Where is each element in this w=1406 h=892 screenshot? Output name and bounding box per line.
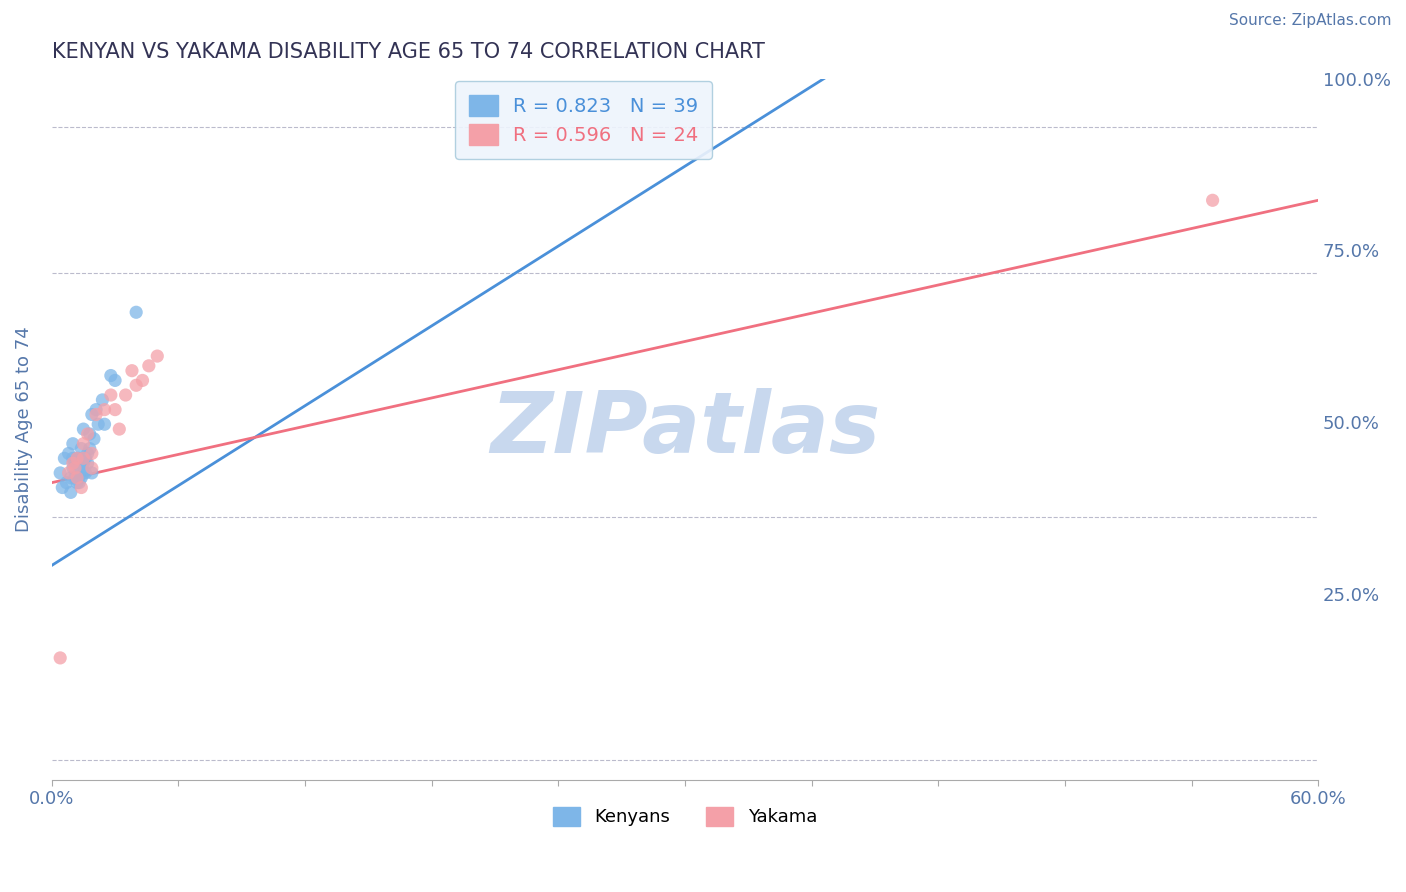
Point: [104, 402, 127, 417]
Point: [76, 427, 98, 442]
Point: [84, 402, 107, 417]
Point: [62, 456, 84, 470]
Point: [80, 461, 103, 475]
Point: [76, 456, 98, 470]
Point: [63, 471, 86, 485]
Point: [62, 451, 84, 466]
Point: [70, 481, 93, 495]
Point: [72, 466, 94, 480]
Point: [79, 442, 101, 456]
Point: [67, 475, 90, 490]
Text: ZIPatlas: ZIPatlas: [489, 388, 880, 471]
Point: [1201, 194, 1223, 208]
Text: KENYAN VS YAKAMA DISABILITY AGE 65 TO 74 CORRELATION CHART: KENYAN VS YAKAMA DISABILITY AGE 65 TO 74…: [52, 42, 765, 62]
Point: [66, 471, 89, 485]
Point: [53, 451, 76, 466]
Point: [80, 408, 103, 422]
Point: [114, 388, 136, 402]
Point: [138, 359, 160, 373]
Point: [62, 461, 84, 475]
Point: [49, 651, 72, 665]
Point: [49, 466, 72, 480]
Point: [93, 417, 115, 432]
Point: [108, 422, 131, 436]
Point: [58, 446, 80, 460]
Point: [79, 427, 101, 442]
Point: [55, 475, 77, 490]
Point: [66, 451, 89, 466]
Point: [75, 466, 97, 480]
Point: [70, 442, 93, 456]
Point: [72, 422, 94, 436]
Point: [51, 481, 73, 495]
Point: [84, 408, 107, 422]
Point: [72, 456, 94, 470]
Point: [66, 475, 89, 490]
Text: Source: ZipAtlas.com: Source: ZipAtlas.com: [1229, 13, 1392, 29]
Point: [125, 305, 148, 319]
Point: [72, 436, 94, 450]
Point: [93, 402, 115, 417]
Point: [131, 373, 153, 387]
Point: [91, 392, 114, 407]
Point: [58, 466, 80, 480]
Point: [59, 485, 82, 500]
Point: [100, 388, 122, 402]
Point: [63, 461, 86, 475]
Point: [66, 451, 89, 466]
Point: [80, 466, 103, 480]
Point: [83, 432, 105, 446]
Point: [67, 466, 90, 480]
Point: [59, 471, 82, 485]
Point: [100, 368, 122, 383]
Point: [76, 446, 98, 460]
Point: [72, 451, 94, 466]
Legend: Kenyans, Yakama: Kenyans, Yakama: [546, 800, 824, 834]
Y-axis label: Disability Age 65 to 74: Disability Age 65 to 74: [15, 326, 32, 532]
Point: [125, 378, 148, 392]
Point: [70, 471, 93, 485]
Point: [62, 436, 84, 450]
Point: [63, 456, 86, 470]
Point: [67, 451, 90, 466]
Point: [80, 446, 103, 460]
Point: [146, 349, 169, 363]
Point: [75, 451, 97, 466]
Point: [104, 373, 127, 387]
Point: [87, 417, 110, 432]
Point: [121, 364, 143, 378]
Point: [70, 456, 93, 470]
